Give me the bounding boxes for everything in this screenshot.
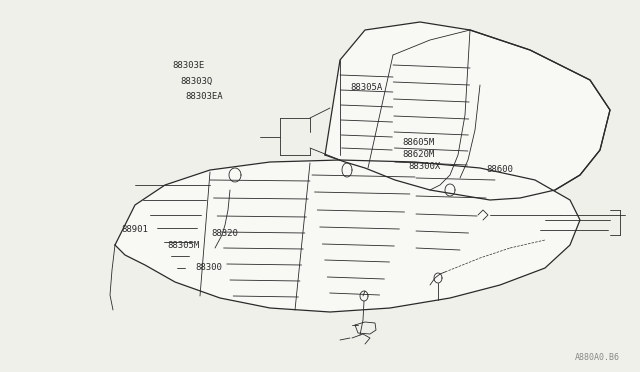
Text: 88605M: 88605M [402, 138, 434, 147]
Text: A880A0.B6: A880A0.B6 [575, 353, 620, 362]
Polygon shape [325, 22, 610, 200]
Text: 88901: 88901 [122, 225, 148, 234]
Text: 88303E: 88303E [173, 61, 205, 70]
Text: 88620M: 88620M [402, 150, 434, 159]
Text: 88300X: 88300X [408, 162, 440, 171]
Text: 88303EA: 88303EA [186, 92, 223, 101]
Text: 88303Q: 88303Q [180, 77, 212, 86]
Polygon shape [115, 160, 580, 312]
Text: 88305A: 88305A [351, 83, 383, 92]
Text: 88320: 88320 [211, 229, 238, 238]
Text: 88300: 88300 [195, 263, 222, 272]
Text: 88305M: 88305M [168, 241, 200, 250]
Text: 88600: 88600 [486, 165, 513, 174]
